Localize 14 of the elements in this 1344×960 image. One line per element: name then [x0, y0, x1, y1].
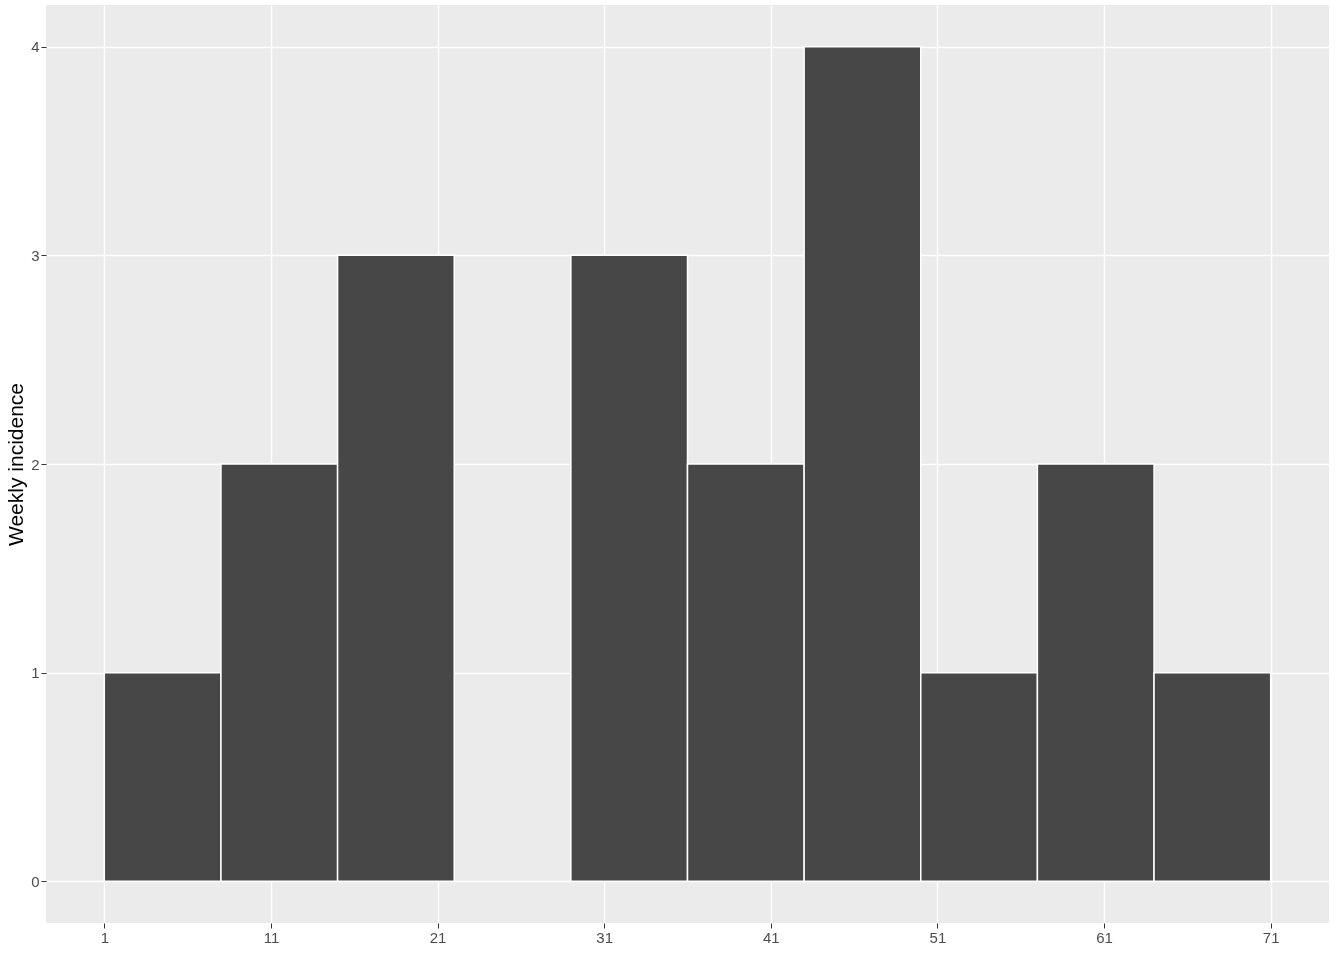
y-tick-label: 4 — [31, 38, 40, 56]
y-tick-label: 2 — [31, 455, 40, 473]
x-tick-label: 51 — [929, 928, 947, 946]
y-axis-title: Weekly incidence — [4, 382, 28, 547]
y-tick-label: 0 — [31, 872, 40, 890]
y-tick-label: 3 — [31, 246, 40, 264]
x-tick-label: 41 — [762, 928, 780, 946]
x-tick-label: 71 — [1262, 928, 1280, 946]
x-tick-label: 1 — [100, 928, 109, 946]
x-tick-label: 21 — [429, 928, 447, 946]
y-tick-label: 1 — [31, 664, 40, 682]
x-tick-label: 31 — [596, 928, 614, 946]
x-tick-label: 11 — [263, 928, 280, 946]
x-tick-label: 61 — [1096, 928, 1113, 946]
